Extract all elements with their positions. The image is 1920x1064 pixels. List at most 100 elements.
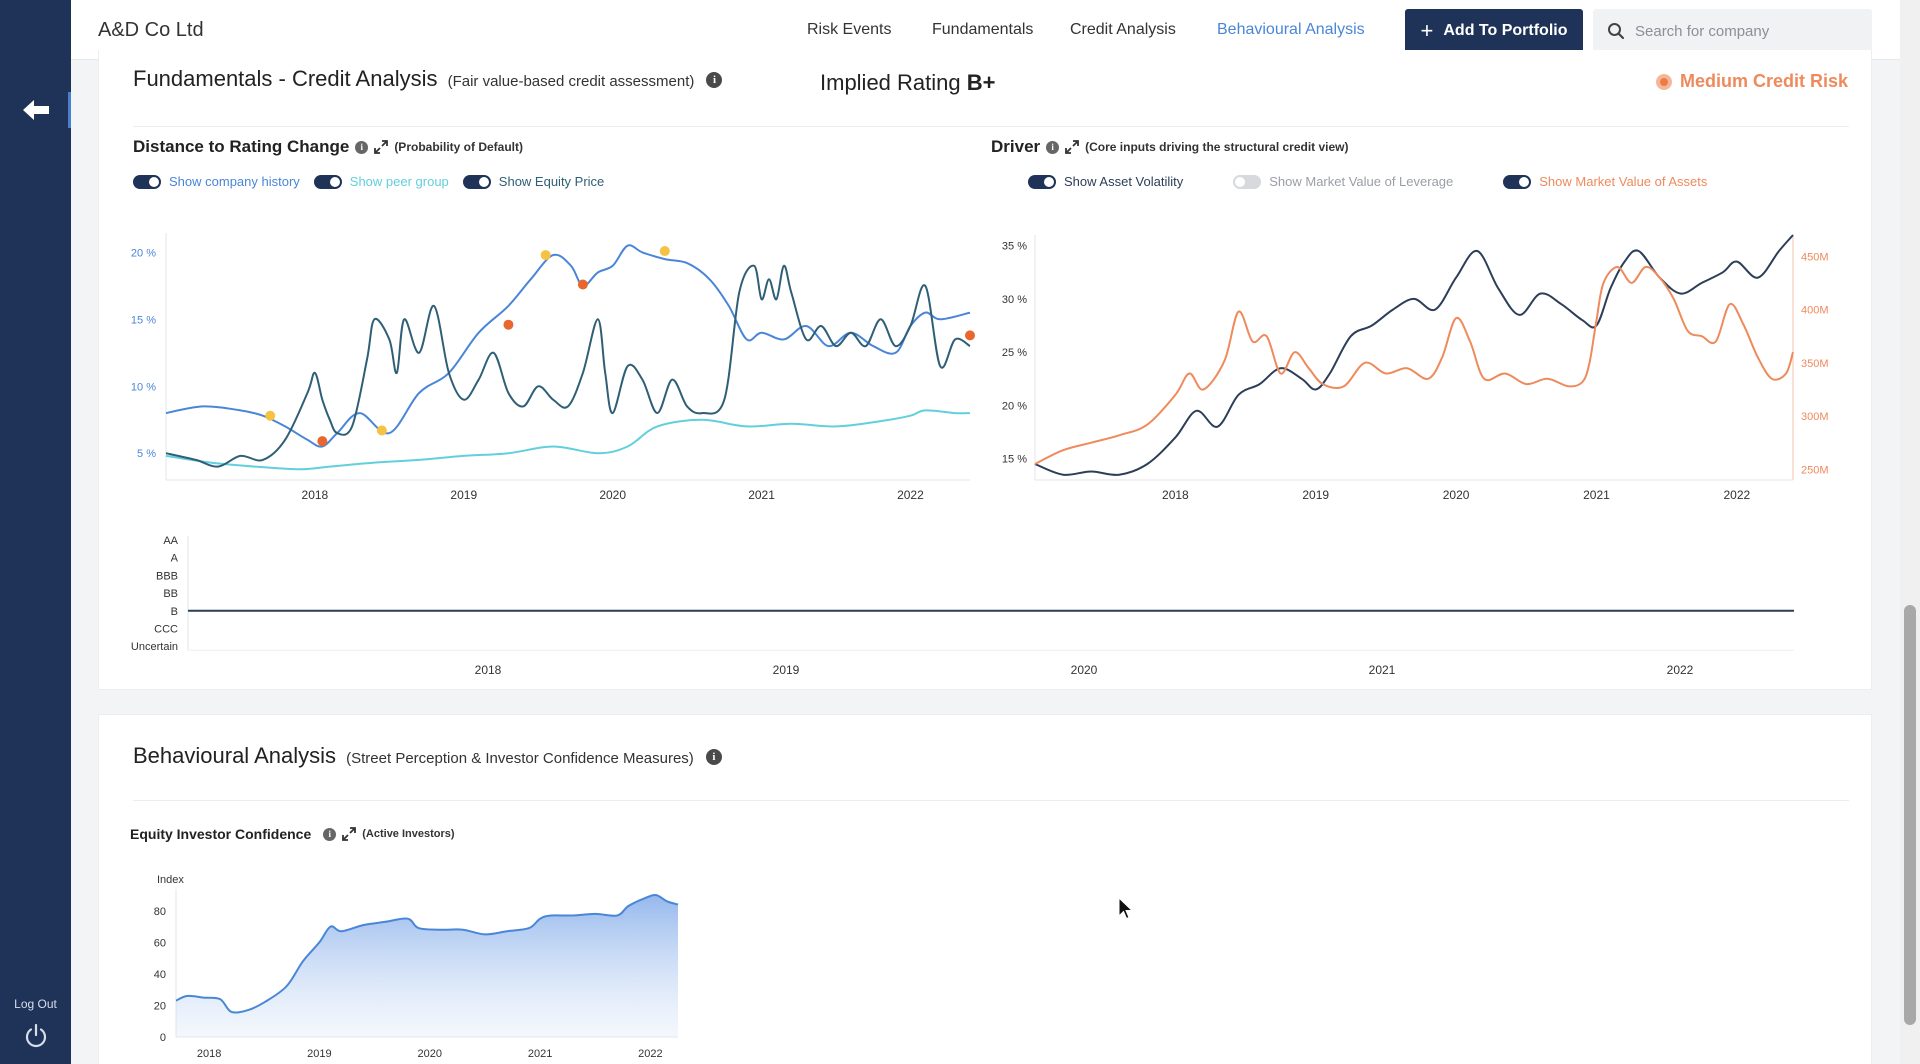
toggle-market-value-assets[interactable]: [1503, 174, 1532, 189]
arrow-left-icon: [22, 100, 49, 120]
info-icon[interactable]: i: [705, 749, 722, 766]
confidence-chart-title: Equity Investor Confidence: [130, 826, 312, 842]
y-right-tick-label: 300M: [1801, 411, 1829, 423]
implied-rating-label: Implied Rating: [820, 70, 961, 95]
y-tick-label: 15 %: [131, 314, 156, 326]
confidence-area: [176, 894, 678, 1037]
nav-behavioural-analysis[interactable]: Behavioural Analysis: [1217, 21, 1365, 38]
series-line: [165, 409, 971, 471]
y-tick-label: 20 %: [1002, 400, 1027, 412]
distance-chart-title: Distance to Rating Change: [133, 137, 350, 156]
x-tick-label: 2018: [302, 488, 329, 502]
confidence-line: [175, 893, 679, 1014]
fundamentals-heading: Fundamentals - Credit Analysis (Fair val…: [133, 66, 723, 92]
behavioural-title: Behavioural Analysis: [133, 743, 337, 768]
info-icon[interactable]: i: [706, 72, 723, 89]
driver-chart: 15 % 20 % 25 % 30 % 35 % 250M 300M 350M 400M 450M…: [1002, 234, 1829, 502]
x-tick-label: 2022: [1667, 663, 1694, 675]
toggle-leverage-label[interactable]: Show Market Value of Leverage: [1269, 174, 1454, 189]
expand-icon[interactable]: [374, 140, 389, 154]
toggle-equity-price[interactable]: [462, 174, 491, 189]
y-tick-label: 35 %: [1002, 241, 1027, 253]
y-tick-label: 40: [154, 969, 166, 981]
y-tick-label: 25 %: [1002, 347, 1027, 359]
y-right-tick-label: 450M: [1801, 251, 1829, 263]
x-tick-label: 2020: [599, 488, 626, 502]
expand-icon[interactable]: [1065, 140, 1080, 154]
x-tick-label: 2021: [528, 1048, 552, 1060]
fundamentals-title: Fundamentals - Credit Analysis: [133, 66, 438, 91]
info-icon[interactable]: i: [355, 140, 369, 154]
nav-risk-events[interactable]: Risk Events: [807, 21, 892, 38]
toggle-peer-group[interactable]: [313, 174, 342, 189]
y-tick-label: 0: [160, 1032, 166, 1044]
x-tick-label: 2020: [1071, 663, 1098, 675]
confidence-chart-note: (Active Investors): [362, 828, 455, 840]
x-tick-label: 2018: [475, 663, 502, 675]
toggle-company-history[interactable]: [133, 174, 161, 189]
nav-fundamentals[interactable]: Fundamentals: [932, 21, 1034, 38]
y-axis-title: Index: [157, 874, 184, 886]
implied-rating-value: B+: [966, 70, 996, 95]
event-marker-orange: [503, 319, 514, 330]
search-icon: [1608, 23, 1625, 40]
info-icon[interactable]: i: [1046, 140, 1060, 154]
event-marker-yellow: [659, 246, 670, 257]
y-tick-label: 10 %: [131, 381, 156, 393]
credit-risk-badge: Medium Credit Risk: [1655, 71, 1848, 92]
divider: [133, 126, 1849, 127]
x-tick-label: 2019: [450, 488, 477, 502]
info-icon[interactable]: i: [323, 827, 337, 841]
x-tick-label: 2020: [418, 1048, 442, 1060]
search-box[interactable]: [1593, 9, 1872, 53]
toggle-leverage[interactable]: [1233, 174, 1262, 189]
toggle-peer-group-label[interactable]: Show peer group: [349, 174, 449, 189]
back-button[interactable]: [0, 92, 71, 128]
event-marker-yellow: [376, 425, 387, 436]
event-marker-orange: [965, 330, 975, 341]
y-category-label: A: [171, 553, 179, 565]
series-line: [165, 244, 971, 448]
y-category-label: B: [171, 606, 178, 618]
event-marker-yellow: [265, 410, 276, 421]
toggle-market-value-assets-label[interactable]: Show Market Value of Assets: [1539, 174, 1708, 189]
logout-label[interactable]: Log Out: [14, 997, 57, 1011]
driver-toggles: Show Asset Volatility Show Market Value …: [1028, 174, 1707, 189]
x-tick-label: 2022: [1724, 488, 1751, 502]
x-tick-label: 2021: [1369, 663, 1396, 675]
y-tick-label: 30 %: [1002, 294, 1027, 306]
fundamentals-subtitle: (Fair value-based credit assessment): [447, 73, 695, 90]
toggle-company-history-label[interactable]: Show company history: [169, 174, 300, 189]
y-tick-label: 5 %: [137, 448, 156, 460]
y-tick-label: 80: [154, 906, 166, 918]
add-to-portfolio-label: Add To Portfolio: [1443, 22, 1568, 39]
add-to-portfolio-button[interactable]: + Add To Portfolio: [1405, 9, 1583, 53]
confidence-chart: Index 0 20 40 60 80 2018 2019 2020 2021 2022: [154, 874, 679, 1060]
top-bar: A&D Co Ltd Risk Events Fundamentals Cred…: [71, 0, 1900, 60]
y-right-tick-label: 350M: [1801, 358, 1829, 370]
implied-rating: Implied Rating B+: [820, 70, 996, 96]
toggle-equity-price-label[interactable]: Show Equity Price: [498, 174, 605, 189]
active-indicator: [68, 92, 71, 128]
x-tick-label: 2019: [1302, 488, 1329, 502]
y-category-label: BBB: [156, 570, 178, 582]
x-tick-label: 2022: [638, 1048, 662, 1060]
x-tick-label: 2022: [897, 488, 924, 502]
nav-credit-analysis[interactable]: Credit Analysis: [1070, 21, 1176, 38]
search-input[interactable]: [1635, 22, 1855, 40]
y-tick-label: 20 %: [131, 247, 156, 259]
expand-icon[interactable]: [342, 827, 357, 841]
distance-chart-header: Distance to Rating Change i (Probability…: [133, 137, 523, 157]
credit-risk-label: Medium Credit Risk: [1679, 71, 1848, 91]
y-category-label: BB: [163, 588, 178, 600]
y-category-label: CCC: [154, 624, 178, 636]
toggle-asset-volatility-label[interactable]: Show Asset Volatility: [1064, 174, 1184, 189]
scrollbar-thumb[interactable]: [1904, 605, 1916, 1025]
power-icon[interactable]: [22, 1022, 50, 1050]
mouse-cursor-icon: [1118, 897, 1134, 920]
series-line: [1034, 234, 1794, 476]
event-marker-orange: [317, 436, 328, 447]
toggle-asset-volatility[interactable]: [1028, 174, 1056, 189]
y-tick-label: 15 %: [1002, 454, 1027, 466]
